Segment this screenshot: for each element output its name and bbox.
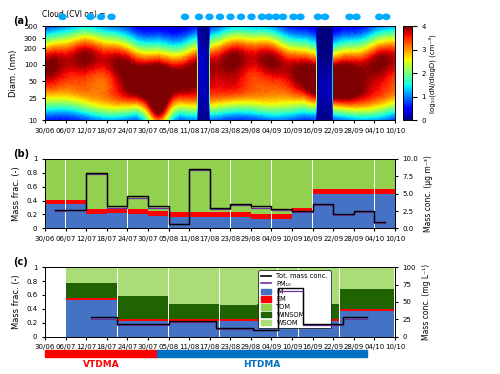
Bar bbox=[272, 219, 292, 229]
Bar bbox=[107, 213, 127, 229]
Y-axis label: Mass frac. (-): Mass frac. (-) bbox=[12, 166, 20, 221]
Bar bbox=[258, 267, 278, 304]
Bar bbox=[340, 289, 394, 309]
Bar bbox=[258, 319, 278, 321]
Bar bbox=[278, 267, 298, 300]
Bar bbox=[340, 309, 394, 311]
Bar bbox=[66, 200, 86, 204]
Bar bbox=[86, 209, 106, 214]
Bar bbox=[278, 319, 298, 321]
Bar bbox=[118, 296, 168, 319]
Bar bbox=[148, 159, 169, 211]
Y-axis label: Mass conc. (mg L⁻¹): Mass conc. (mg L⁻¹) bbox=[422, 264, 430, 340]
Bar bbox=[292, 159, 312, 208]
Text: HTDMA: HTDMA bbox=[244, 360, 281, 369]
Bar bbox=[292, 213, 312, 229]
Bar bbox=[298, 319, 339, 321]
Bar bbox=[118, 267, 168, 296]
Bar bbox=[292, 208, 312, 213]
Bar bbox=[86, 214, 106, 229]
Bar bbox=[251, 219, 272, 229]
Bar bbox=[251, 214, 272, 219]
Bar bbox=[334, 189, 353, 194]
Bar bbox=[66, 267, 116, 283]
Bar bbox=[251, 159, 272, 214]
Y-axis label: Mass frac. (-): Mass frac. (-) bbox=[12, 275, 20, 329]
Bar bbox=[210, 159, 230, 212]
Bar bbox=[168, 217, 189, 229]
Text: Cloud (CVI on) =: Cloud (CVI on) = bbox=[42, 10, 106, 19]
Bar bbox=[354, 159, 374, 189]
Bar bbox=[107, 208, 127, 213]
Bar bbox=[220, 321, 256, 337]
Bar bbox=[210, 212, 230, 217]
Bar bbox=[148, 216, 169, 229]
Bar bbox=[66, 300, 116, 337]
Bar bbox=[169, 267, 220, 304]
Text: VTDMA: VTDMA bbox=[82, 360, 120, 369]
Bar bbox=[66, 283, 116, 298]
Bar bbox=[220, 267, 256, 305]
Bar bbox=[86, 159, 106, 209]
Bar bbox=[334, 159, 353, 189]
Bar bbox=[169, 321, 220, 337]
Y-axis label: log₁₀(dN/dlogD) (cm⁻³): log₁₀(dN/dlogD) (cm⁻³) bbox=[428, 34, 436, 113]
Bar bbox=[340, 267, 394, 289]
Bar bbox=[190, 159, 210, 212]
Bar bbox=[278, 300, 298, 319]
Bar bbox=[298, 267, 339, 304]
Bar bbox=[334, 194, 353, 229]
Bar bbox=[220, 305, 256, 319]
Bar bbox=[258, 321, 278, 337]
Bar bbox=[107, 159, 127, 208]
Bar bbox=[230, 217, 250, 229]
Bar bbox=[354, 189, 374, 194]
Y-axis label: Mass conc. (µg m⁻³): Mass conc. (µg m⁻³) bbox=[424, 155, 433, 232]
Bar bbox=[298, 321, 339, 337]
Bar bbox=[118, 321, 168, 337]
Bar bbox=[45, 200, 66, 204]
Bar bbox=[230, 212, 250, 217]
Bar bbox=[278, 321, 298, 337]
Bar bbox=[118, 319, 168, 321]
Bar bbox=[230, 159, 250, 212]
Bar bbox=[340, 311, 394, 337]
Bar bbox=[45, 204, 66, 229]
Bar bbox=[45, 159, 66, 200]
Bar bbox=[272, 214, 292, 219]
Bar bbox=[128, 159, 148, 209]
Bar bbox=[313, 159, 333, 190]
Bar bbox=[313, 194, 333, 229]
Bar bbox=[272, 159, 292, 214]
Bar bbox=[169, 319, 220, 321]
Bar bbox=[258, 304, 278, 319]
Bar bbox=[66, 204, 86, 229]
Bar bbox=[66, 298, 116, 300]
Bar bbox=[128, 209, 148, 214]
Bar bbox=[168, 159, 189, 212]
Bar bbox=[190, 217, 210, 229]
Bar bbox=[168, 212, 189, 217]
Bar bbox=[190, 212, 210, 217]
Text: (c): (c) bbox=[14, 257, 28, 267]
Bar bbox=[169, 304, 220, 319]
Bar bbox=[210, 217, 230, 229]
Bar bbox=[374, 189, 395, 194]
Bar bbox=[374, 194, 395, 229]
Bar bbox=[128, 214, 148, 229]
Bar bbox=[298, 304, 339, 319]
Bar bbox=[66, 159, 86, 200]
Bar bbox=[354, 194, 374, 229]
Text: (a): (a) bbox=[14, 16, 29, 26]
Y-axis label: Diam. (nm): Diam. (nm) bbox=[10, 49, 18, 97]
Bar bbox=[220, 319, 256, 321]
Legend: Tot. mass conc., PM₁₀, IM, EM, TOM, WINSOM, WSOM: Tot. mass conc., PM₁₀, IM, EM, TOM, WINS… bbox=[258, 270, 330, 328]
Bar bbox=[313, 190, 333, 194]
Bar bbox=[374, 159, 395, 189]
Bar bbox=[148, 211, 169, 216]
Text: (b): (b) bbox=[14, 149, 30, 159]
